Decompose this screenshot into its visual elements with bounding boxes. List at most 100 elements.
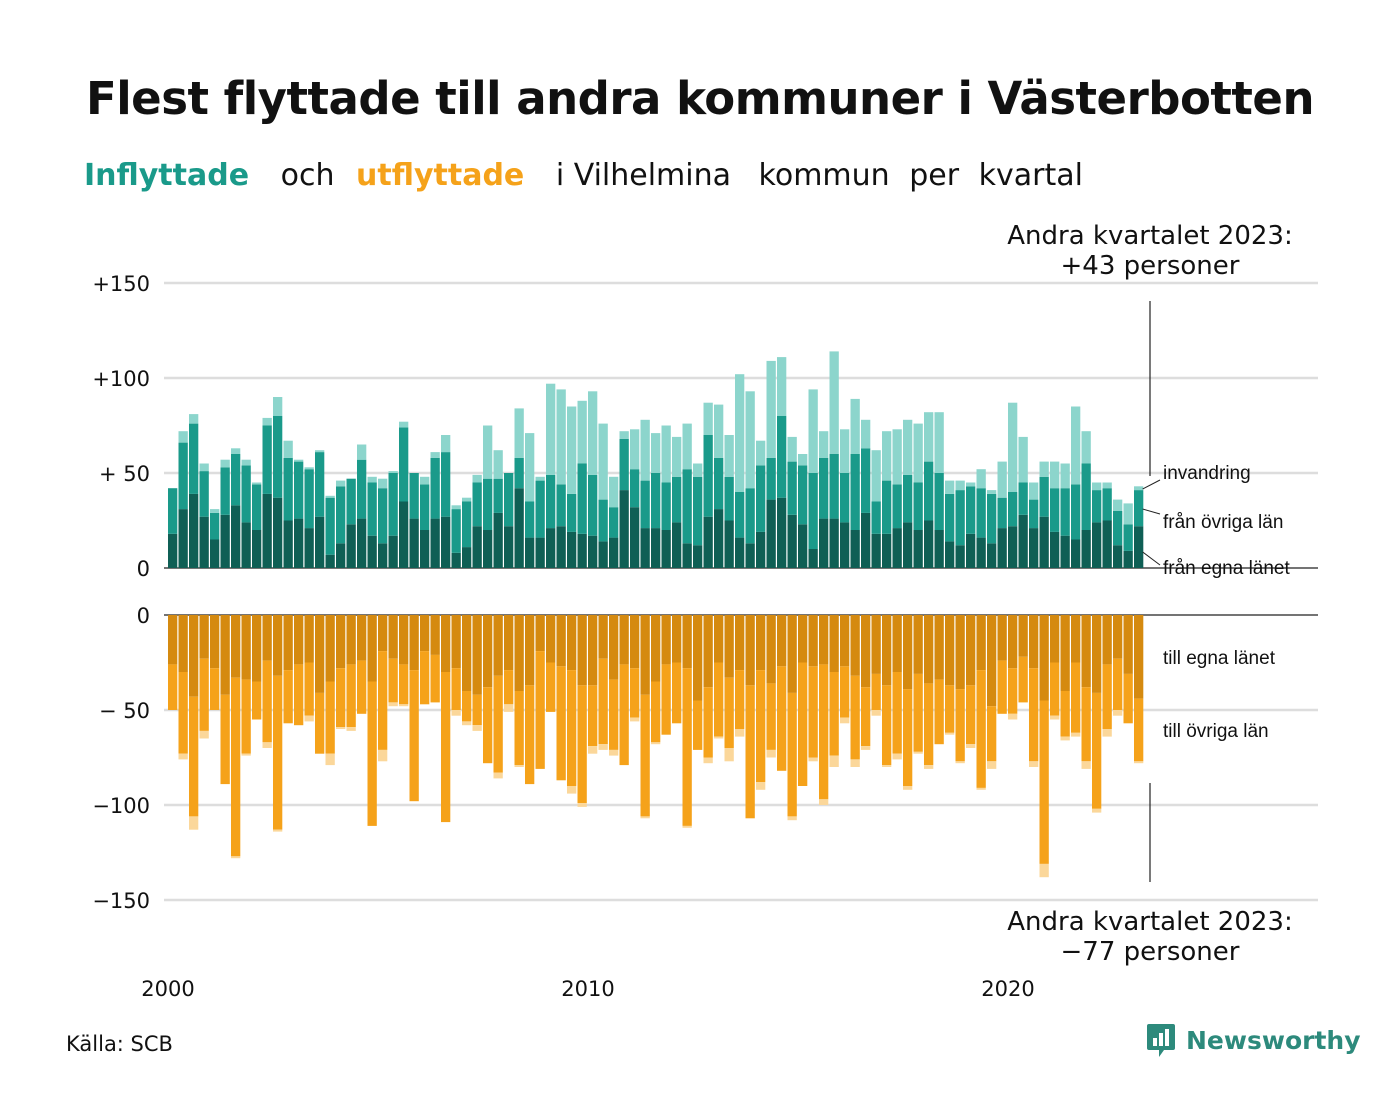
bar-in-segment: [420, 530, 430, 568]
bar-out-segment: [367, 615, 377, 682]
bar-in-segment: [861, 419, 871, 449]
bar-out-segment: [924, 615, 934, 684]
bar-out-segment: [231, 615, 241, 678]
bar-in-segment: [840, 429, 850, 473]
bar-out-segment: [1029, 668, 1039, 762]
bar-in-segment: [787, 461, 797, 515]
bar-in-segment: [1071, 539, 1081, 568]
bar-out-segment: [987, 706, 997, 762]
bar-in-segment: [1081, 530, 1091, 568]
bar-out-segment: [1071, 732, 1081, 737]
bar-in-segment: [556, 484, 566, 527]
bar-out-segment: [283, 615, 293, 671]
bar-out-segment: [567, 670, 577, 786]
bar-out-segment: [651, 742, 661, 745]
bar-in-segment: [577, 533, 587, 568]
bar-in-segment: [777, 357, 787, 416]
bar-in-segment: [987, 543, 997, 568]
bar-out-segment: [525, 685, 535, 785]
y-tick-bottom: − 50: [99, 699, 150, 723]
bar-in-segment: [714, 457, 724, 510]
bar-out-segment: [829, 755, 839, 767]
bar-in-segment: [399, 421, 409, 428]
bar-in-segment: [882, 431, 892, 481]
bar-in-segment: [640, 419, 650, 481]
bar-in-segment: [1008, 492, 1018, 527]
bar-in-segment: [798, 454, 808, 466]
bar-in-segment: [861, 512, 871, 568]
bar-in-segment: [1018, 482, 1028, 515]
bar-out-segment: [556, 615, 566, 667]
label-invandring: invandring: [1163, 463, 1251, 484]
bar-out-segment: [934, 615, 944, 680]
bar-in-segment: [441, 516, 451, 568]
bar-in-segment: [451, 552, 461, 568]
bar-out-segment: [346, 615, 356, 665]
bar-out-segment: [966, 744, 976, 748]
bar-out-segment: [462, 615, 472, 691]
bar-in-segment: [1060, 488, 1070, 536]
bar-in-segment: [756, 440, 766, 466]
bar-in-segment: [745, 391, 755, 489]
bar-in-segment: [1123, 550, 1133, 568]
bar-in-segment: [850, 398, 860, 454]
bar-in-segment: [1102, 520, 1112, 568]
bar-out-segment: [661, 615, 671, 665]
bar-in-segment: [640, 528, 650, 568]
bar-in-segment: [378, 478, 388, 489]
bar-out-segment: [367, 681, 377, 826]
bar-in-segment: [945, 480, 955, 494]
subtitle-utflyttade: utflyttade: [356, 158, 525, 193]
bar-out-segment: [378, 615, 388, 652]
bar-in-segment: [525, 433, 535, 502]
bar-in-segment: [703, 402, 713, 435]
bar-in-segment: [892, 429, 902, 485]
bar-out-segment: [535, 651, 545, 769]
bar-out-segment: [630, 717, 640, 722]
bar-in-segment: [1123, 524, 1133, 551]
bar-out-segment: [430, 615, 440, 655]
bar-out-segment: [241, 753, 251, 756]
bar-in-segment: [273, 397, 283, 416]
bar-in-segment: [714, 404, 724, 458]
bar-out-segment: [724, 748, 734, 762]
bar-out-segment: [1029, 615, 1039, 669]
subtitle-och: och: [280, 158, 335, 193]
bar-in-segment: [661, 530, 671, 568]
bar-out-segment: [1039, 863, 1049, 878]
bar-out-segment: [252, 681, 262, 720]
bar-out-segment: [703, 757, 713, 764]
leader-fran-egna: [1142, 551, 1161, 566]
bar-out-segment: [766, 683, 776, 750]
bar-in-segment: [672, 436, 682, 477]
bar-out-segment: [325, 615, 335, 682]
bar-in-segment: [766, 457, 776, 500]
bar-in-segment: [241, 522, 251, 568]
bar-in-segment: [766, 360, 776, 458]
bar-out-segment: [934, 679, 944, 745]
bar-in-segment: [630, 507, 640, 568]
bar-in-segment: [987, 493, 997, 544]
bar-out-segment: [399, 615, 409, 665]
label-till-egna-lanet: till egna länet: [1163, 648, 1276, 669]
bar-out-segment: [756, 670, 766, 783]
bar-in-segment: [273, 416, 283, 498]
bar-out-segment: [640, 694, 650, 817]
bar-out-segment: [325, 753, 335, 766]
bar-in-segment: [945, 493, 955, 542]
bar-out-segment: [1060, 615, 1070, 691]
bar-in-segment: [934, 473, 944, 530]
bar-in-segment: [252, 484, 262, 530]
bar-out-segment: [1123, 673, 1133, 724]
bar-out-segment: [493, 615, 503, 676]
bar-in-segment: [514, 488, 524, 568]
bar-out-segment: [945, 685, 955, 733]
bar-out-segment: [199, 615, 209, 659]
label-till-ovriga-lan: till övriga län: [1163, 721, 1269, 742]
bar-out-segment: [640, 816, 650, 819]
bar-out-segment: [1081, 761, 1091, 769]
x-tick: 2000: [141, 977, 194, 1001]
bar-in-segment: [1029, 482, 1039, 500]
bar-out-segment: [546, 615, 556, 663]
subtitle-kvartal: kvartal: [978, 158, 1083, 193]
